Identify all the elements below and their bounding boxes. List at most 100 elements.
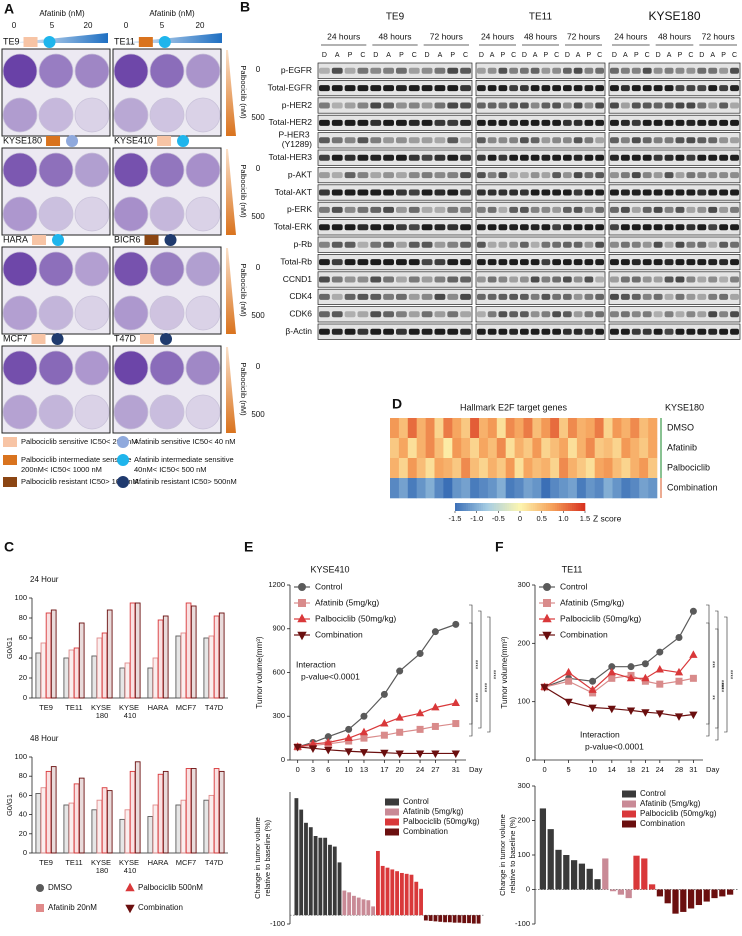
bar [185, 768, 192, 854]
well [74, 97, 110, 133]
y-tick-label: 80 [19, 771, 27, 780]
band [421, 119, 433, 126]
well [113, 295, 149, 331]
y-axis-label: relative to baseline (%) [263, 819, 272, 896]
well [149, 53, 185, 89]
band [331, 102, 343, 109]
band [541, 276, 551, 283]
band [383, 224, 394, 231]
band [541, 85, 551, 92]
blot [608, 97, 741, 114]
lane-label: P [587, 52, 592, 59]
band [370, 241, 382, 248]
colorbar-cell [511, 503, 514, 511]
band [396, 328, 407, 335]
bar [641, 858, 648, 890]
band [344, 311, 356, 318]
y-tick-label: 40 [19, 653, 27, 662]
band [498, 224, 508, 231]
palbo-class [31, 334, 46, 344]
bar [218, 612, 225, 699]
band [520, 293, 529, 300]
band [610, 85, 619, 92]
band [460, 311, 471, 318]
band [697, 102, 707, 109]
colorbar-cell [483, 503, 486, 511]
band [434, 276, 446, 283]
heat-cell [523, 478, 533, 499]
heat-cell [612, 418, 622, 439]
band [664, 102, 674, 109]
point [655, 710, 664, 718]
band [331, 154, 343, 161]
band [370, 67, 382, 74]
blot [608, 219, 741, 236]
band [331, 311, 343, 318]
band [631, 67, 641, 74]
well [185, 350, 221, 386]
bar [119, 818, 126, 854]
y-tick-label: 0 [526, 884, 530, 893]
legend-marker [297, 613, 307, 623]
lane-label: A [438, 52, 443, 59]
band [319, 224, 330, 231]
band [573, 172, 583, 179]
band [563, 328, 572, 335]
bar [68, 802, 75, 854]
heat-cell [559, 438, 569, 459]
band [620, 311, 630, 318]
y-tick-label: 100 [14, 752, 27, 761]
heat-cell [390, 438, 400, 459]
bar [328, 844, 332, 916]
bar [73, 783, 80, 854]
point [451, 698, 460, 707]
colorbar-cell [563, 503, 566, 511]
well [149, 251, 185, 287]
band [563, 137, 572, 144]
y-axis-label: Change in tumor volume [253, 817, 262, 899]
bar [96, 799, 103, 854]
bar [157, 773, 164, 854]
afa-class [43, 36, 56, 48]
heat-cell [603, 418, 613, 439]
x-tick-label: TE9 [39, 858, 53, 867]
band [719, 241, 729, 248]
band [675, 328, 685, 335]
bar [337, 862, 342, 916]
series-line [297, 746, 456, 755]
x-tick-label: T47D [205, 703, 224, 712]
dose-label: 0 [256, 362, 261, 371]
legend-label: Palbociclib (50mg/kg) [560, 613, 641, 623]
afa-class [158, 36, 171, 48]
bar [555, 849, 562, 890]
band [396, 67, 407, 74]
band [620, 189, 630, 196]
band [584, 293, 594, 300]
band [408, 241, 420, 248]
lane-label: C [511, 52, 516, 59]
blot [475, 306, 606, 323]
band [664, 311, 674, 318]
band [319, 328, 330, 335]
band [620, 172, 630, 179]
blot [608, 306, 741, 323]
point [608, 674, 616, 682]
band [584, 189, 594, 196]
row-label: Combination [667, 482, 718, 492]
palbociclib-label: Palbociclib (nM) [239, 65, 248, 119]
protein-label: p-EGFR [281, 65, 312, 75]
heat-cell [639, 418, 649, 439]
bar [50, 766, 57, 854]
band [421, 102, 433, 109]
colorbar-cell [559, 503, 562, 511]
heat-cell [390, 478, 400, 499]
sig-bracket [706, 622, 710, 737]
x-tick-label: 14 [608, 765, 616, 774]
heat-cell [621, 438, 631, 459]
blot [608, 149, 741, 166]
band [460, 189, 471, 196]
colorbar-cell [567, 503, 571, 511]
heat-cell [398, 438, 409, 459]
band [675, 276, 685, 283]
protein-label: p-ERK [287, 204, 312, 214]
